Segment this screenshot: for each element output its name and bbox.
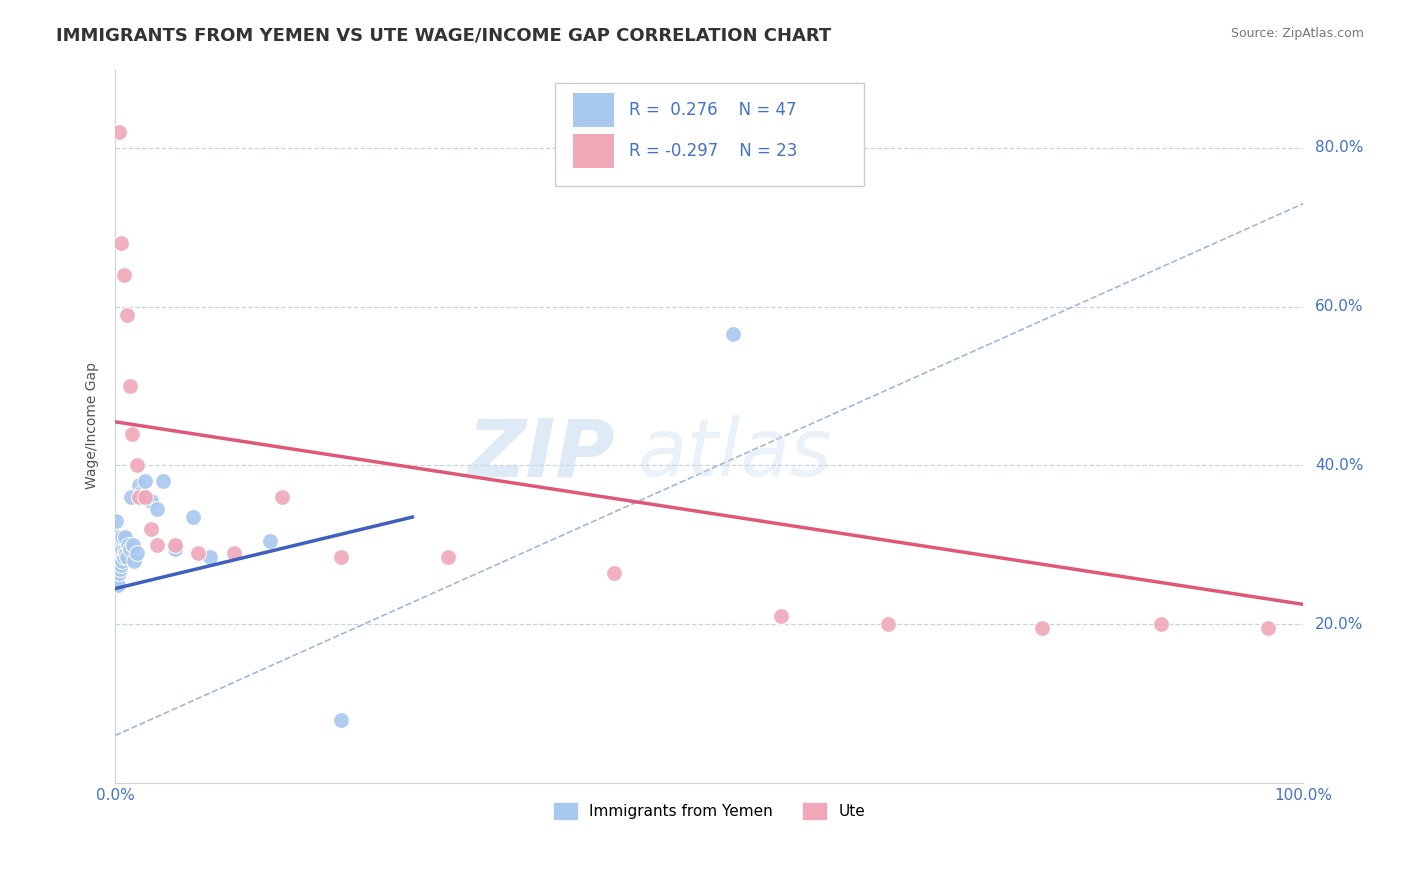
Point (270, 490, 292, 504)
Point (187, 546, 209, 560)
Text: 60.0%: 60.0% (1316, 299, 1364, 314)
Point (108, 125, 131, 139)
Point (603, 566, 626, 580)
Point (122, 538, 145, 552)
Point (105, 562, 128, 576)
Point (115, 549, 138, 564)
Text: IMMIGRANTS FROM YEMEN VS UTE WAGE/INCOME GAP CORRELATION CHART: IMMIGRANTS FROM YEMEN VS UTE WAGE/INCOME… (56, 27, 831, 45)
Legend: Immigrants from Yemen, Ute: Immigrants from Yemen, Ute (547, 797, 872, 825)
Point (111, 530, 134, 544)
Point (163, 538, 186, 552)
Point (146, 538, 169, 552)
Point (108, 549, 131, 564)
Point (120, 490, 142, 504)
Text: 80.0%: 80.0% (1316, 140, 1364, 155)
Point (108, 562, 131, 576)
Point (108, 558, 131, 572)
Point (112, 549, 135, 564)
Point (1031, 621, 1053, 635)
Point (128, 478, 150, 492)
Point (163, 541, 186, 556)
Point (721, 327, 744, 342)
Point (117, 538, 139, 552)
Point (114, 541, 136, 556)
Text: 20.0%: 20.0% (1316, 616, 1364, 632)
Point (107, 549, 129, 564)
Point (105, 546, 128, 560)
Point (876, 617, 898, 632)
FancyBboxPatch shape (555, 83, 863, 186)
Point (181, 510, 204, 524)
Point (139, 522, 162, 536)
Point (111, 554, 134, 568)
Point (125, 458, 148, 473)
Point (114, 530, 136, 544)
Point (125, 546, 148, 560)
Point (131, 486, 153, 500)
Point (259, 533, 281, 548)
Point (108, 566, 131, 580)
Point (107, 538, 129, 552)
Point (107, 577, 129, 591)
Point (200, 549, 222, 564)
Point (105, 569, 128, 583)
Point (107, 562, 129, 576)
Bar (572, 134, 614, 168)
Text: R = -0.297    N = 23: R = -0.297 N = 23 (628, 142, 797, 160)
Point (105, 538, 128, 552)
Text: Source: ZipAtlas.com: Source: ZipAtlas.com (1230, 27, 1364, 40)
Point (105, 549, 128, 564)
Point (1257, 621, 1279, 635)
Point (128, 490, 150, 504)
Point (124, 554, 146, 568)
Point (108, 546, 131, 560)
Point (105, 514, 128, 528)
Point (152, 475, 174, 489)
Point (110, 236, 132, 251)
Text: ZIP: ZIP (467, 416, 614, 493)
Point (115, 546, 138, 560)
Point (118, 541, 141, 556)
Point (134, 475, 156, 489)
Point (146, 502, 169, 516)
Point (108, 541, 131, 556)
Point (1150, 617, 1173, 632)
Point (222, 546, 245, 560)
Point (105, 530, 128, 544)
Text: R =  0.276    N = 47: R = 0.276 N = 47 (628, 101, 796, 119)
Point (112, 268, 135, 282)
Text: 40.0%: 40.0% (1316, 458, 1364, 473)
Text: atlas: atlas (638, 416, 832, 493)
Point (115, 308, 138, 322)
Point (134, 490, 156, 504)
Point (111, 541, 134, 556)
Point (769, 609, 792, 624)
Point (330, 549, 353, 564)
Point (330, 713, 353, 727)
Point (110, 558, 132, 572)
Y-axis label: Wage/Income Gap: Wage/Income Gap (86, 362, 100, 490)
Point (437, 549, 460, 564)
Bar (572, 93, 614, 128)
Point (110, 538, 132, 552)
Point (139, 494, 162, 508)
Point (121, 426, 143, 441)
Point (107, 541, 129, 556)
Point (108, 538, 131, 552)
Point (118, 379, 141, 393)
